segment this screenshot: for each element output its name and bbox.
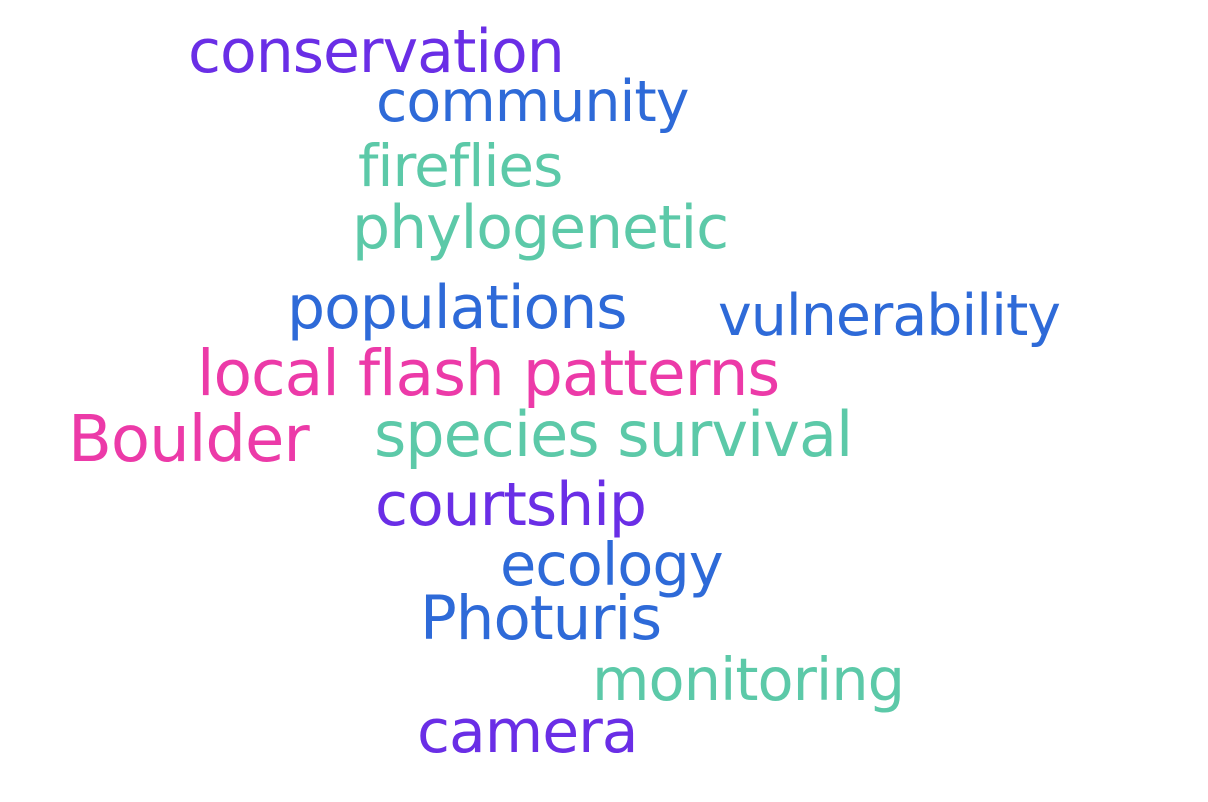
word-camera: camera [417, 697, 639, 767]
word-community: community [376, 69, 689, 135]
word-conservation: conservation [188, 17, 565, 87]
word-vulnerability: vulnerability [718, 283, 1061, 349]
word-boulder: Boulder [68, 403, 310, 477]
word-courtship: courtship [375, 470, 647, 540]
word-populations: populations [287, 273, 628, 343]
word-fireflies: fireflies [358, 132, 563, 200]
word-species-survival: species survival [374, 398, 853, 471]
word-ecology: ecology [500, 530, 724, 599]
word-phylogenetic: phylogenetic [352, 193, 729, 263]
word-local-flash-patterns: local flash patterns [197, 337, 780, 410]
word-photuris: Photuris [420, 583, 662, 654]
word-monitoring: monitoring [592, 645, 905, 714]
